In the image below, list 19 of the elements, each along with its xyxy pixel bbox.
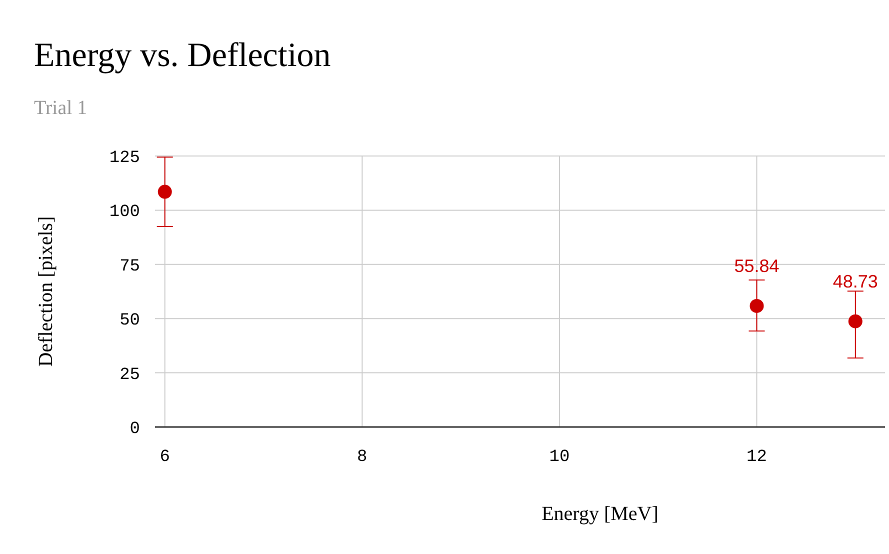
point [750,298,764,313]
data-label: 55.84 [734,256,780,276]
x-axis-title: Energy [MeV] [542,503,658,525]
y-tick-label: 75 [120,257,140,276]
y-tick-label: 125 [109,148,140,168]
point [848,314,862,328]
y-tick-label: 25 [120,366,140,385]
chart-subtitle: Trial 1 [34,97,88,119]
x-tick-label: 6 [160,448,170,467]
data-label: 48.73 [832,271,878,292]
y-tick-label: 100 [109,203,140,222]
x-tick-label: 12 [746,448,767,467]
x-tick-label: 10 [549,448,570,467]
y-axis-title: Deflection [pixels] [35,216,57,367]
y-tick-label: 0 [130,420,140,439]
point [158,184,172,199]
chart-title: Energy vs. Deflection [34,37,331,74]
x-tick-label: 8 [357,448,368,467]
y-tick-label: 50 [120,312,140,331]
